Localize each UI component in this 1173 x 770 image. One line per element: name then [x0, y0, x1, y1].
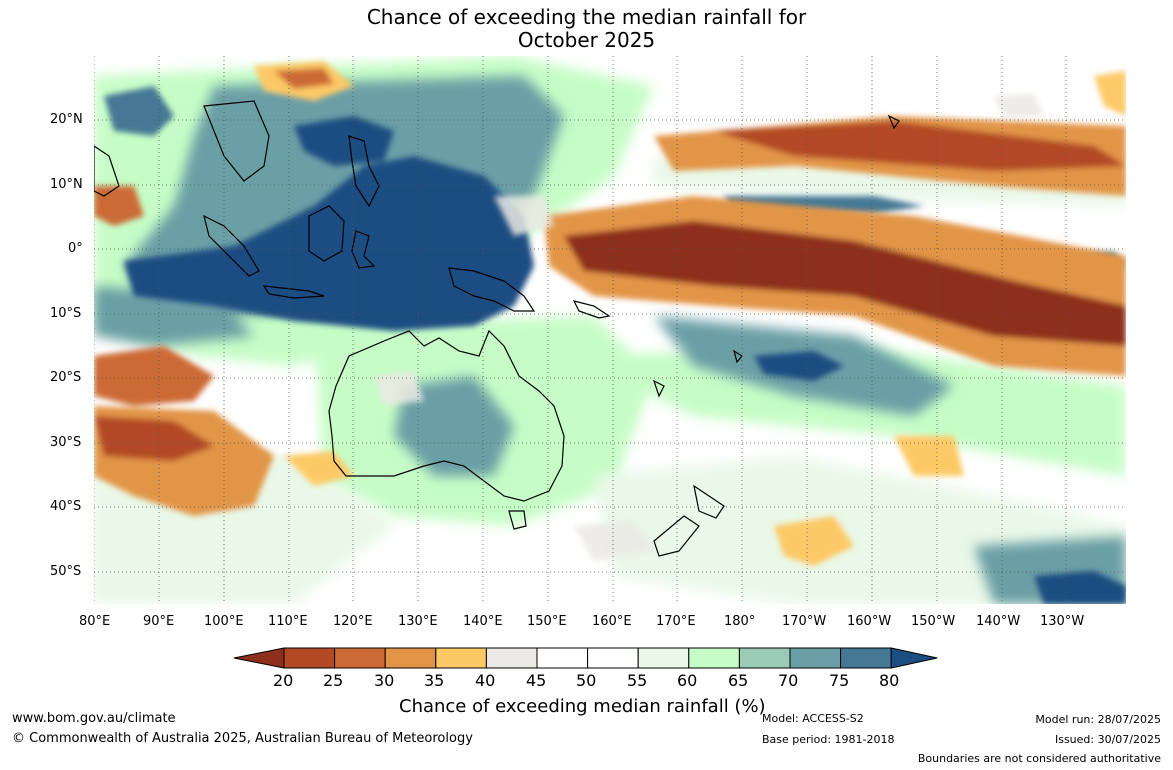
lat-label-equator: 0° — [68, 241, 83, 256]
lon-label-170e: 170°E — [656, 614, 696, 629]
colorbar-box-40 — [485, 647, 538, 669]
colorbar-tick-50: 50 — [576, 671, 597, 690]
lat-label-10n: 10°N — [50, 177, 83, 192]
colorbar-box-60 — [688, 647, 740, 669]
sumatra-coast — [203, 214, 260, 277]
map-title-line1: Chance of exceeding the median rainfall … — [366, 5, 807, 29]
colorbar-tick-65: 65 — [728, 671, 749, 690]
lon-label-140e: 140°E — [463, 614, 503, 629]
map-title-line2: October 2025 — [517, 28, 656, 52]
footer-model: Model: ACCESS-S2 — [762, 712, 864, 725]
lon-label-160e: 160°E — [592, 614, 632, 629]
rainfall-field-dry — [94, 61, 1126, 566]
colorbar-tick-30: 30 — [374, 671, 395, 690]
rainfall-map — [94, 56, 1126, 604]
lon-label-100e: 100°E — [204, 614, 244, 629]
colorbar-tick-40: 40 — [475, 671, 496, 690]
colorbar — [233, 647, 938, 669]
colorbar-box-45 — [536, 647, 589, 669]
lon-label-180: 180° — [724, 614, 756, 629]
indochina-coast — [203, 100, 270, 182]
australia-coast — [328, 329, 565, 502]
pacific-islands-coast — [572, 114, 900, 398]
colorbar-tick-55: 55 — [627, 671, 648, 690]
colorbar-box-30 — [384, 647, 437, 669]
colorbar-arrow-high — [890, 647, 938, 669]
footer-model-run: Model run: 28/07/2025 — [1035, 713, 1161, 726]
java-coast — [262, 285, 325, 299]
india-coast — [94, 145, 120, 197]
colorbar-box-20 — [283, 647, 336, 669]
lon-label-90e: 90°E — [143, 614, 175, 629]
footer-base-period: Base period: 1981-2018 — [762, 733, 895, 746]
colorbar-tick-70: 70 — [778, 671, 799, 690]
rainfall-field-wet-core — [104, 86, 1126, 604]
tasmania-coast — [508, 510, 527, 530]
gridlines — [94, 56, 1126, 604]
colorbar-box-65 — [738, 647, 791, 669]
lat-label-50s: 50°S — [50, 564, 82, 579]
colorbar-tick-25: 25 — [323, 671, 344, 690]
lon-label-120e: 120°E — [333, 614, 373, 629]
colorbar-box-70 — [789, 647, 842, 669]
lon-label-130w: 130°W — [1040, 614, 1085, 629]
colorbar-box-25 — [334, 647, 386, 669]
lat-label-10s: 10°S — [50, 306, 82, 321]
colorbar-box-75 — [840, 647, 892, 669]
lat-label-30s: 30°S — [50, 435, 82, 450]
lon-label-150e: 150°E — [527, 614, 567, 629]
lon-label-140w: 140°W — [976, 614, 1021, 629]
lon-label-150w: 150°W — [911, 614, 956, 629]
rainfall-field-neutral — [374, 94, 1044, 561]
lon-label-170w: 170°W — [782, 614, 827, 629]
lat-label-20s: 20°S — [50, 370, 82, 385]
colorbar-tick-35: 35 — [424, 671, 445, 690]
footer-website-link[interactable]: www.bom.gov.au/climate — [12, 711, 176, 726]
lat-label-40s: 40°S — [50, 499, 82, 514]
philippines-coast — [348, 135, 380, 208]
footer-disclaimer: Boundaries are not considered authoritat… — [917, 752, 1161, 765]
colorbar-box-50 — [587, 647, 639, 669]
footer-copyright: © Commonwealth of Australia 2025, Austra… — [12, 731, 473, 746]
colorbar-tick-20: 20 — [273, 671, 294, 690]
colorbar-tick-45: 45 — [526, 671, 547, 690]
lon-label-80e: 80°E — [79, 614, 111, 629]
lon-label-110e: 110°E — [268, 614, 308, 629]
coastlines — [94, 100, 900, 557]
lon-label-160w: 160°W — [847, 614, 892, 629]
colorbar-arrow-low — [233, 647, 285, 669]
colorbar-tick-80: 80 — [879, 671, 900, 690]
sulawesi-coast — [351, 230, 376, 269]
colorbar-tick-60: 60 — [677, 671, 698, 690]
colorbar-box-55 — [637, 647, 690, 669]
borneo-coast — [308, 205, 345, 262]
lat-label-20n: 20°N — [50, 112, 83, 127]
colorbar-label: Chance of exceeding median rainfall (%) — [399, 696, 766, 717]
footer-issued: Issued: 30/07/2025 — [1054, 733, 1161, 746]
colorbar-box-35 — [435, 647, 487, 669]
colorbar-tick-75: 75 — [829, 671, 850, 690]
lon-label-130e: 130°E — [398, 614, 438, 629]
new-guinea-coast — [448, 267, 536, 312]
